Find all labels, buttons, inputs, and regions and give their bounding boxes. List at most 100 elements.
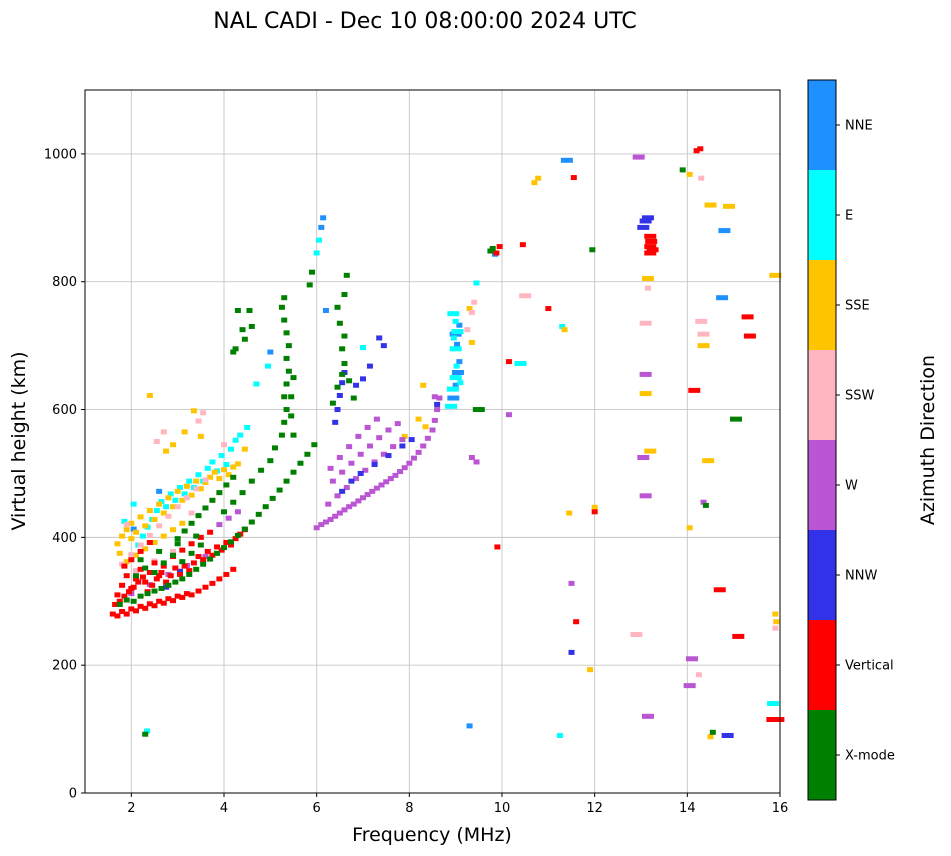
colorbar-border <box>807 79 837 801</box>
data-point-vertical <box>200 557 207 563</box>
data-point-sse <box>207 474 214 480</box>
data-point-x-mode <box>341 361 348 367</box>
x-tick-label: 4 <box>220 801 228 816</box>
data-point-vertical <box>128 585 135 591</box>
data-point-sse <box>415 416 422 422</box>
data-point-sse <box>170 527 177 533</box>
data-point-vertical <box>151 560 158 566</box>
data-point-x-mode <box>193 566 200 572</box>
data-point-x-mode <box>230 349 237 355</box>
data-point-w <box>322 519 329 525</box>
data-point-x-mode <box>267 458 274 464</box>
data-point-vertical <box>202 584 209 590</box>
data-point-vertical <box>218 547 225 553</box>
data-point-sse <box>193 478 200 484</box>
data-point-sse <box>137 514 144 520</box>
data-point-vertical <box>227 542 234 548</box>
data-point-sse <box>181 429 188 435</box>
data-point-x-mode <box>246 307 253 313</box>
data-point-sse <box>225 472 232 478</box>
data-point-vertical <box>146 570 153 576</box>
data-point-vertical <box>573 619 580 625</box>
data-point-w <box>639 493 652 499</box>
data-point-w <box>313 525 320 531</box>
data-point-vertical <box>119 608 126 614</box>
data-point-vertical <box>644 244 657 250</box>
colorbar-tick-label: W <box>845 479 858 494</box>
data-point-nne <box>318 224 325 230</box>
data-point-x-mode <box>311 442 318 448</box>
data-point-vertical <box>139 574 146 580</box>
data-point-nne <box>320 215 327 221</box>
data-point-w <box>355 433 362 439</box>
data-point-x-mode <box>248 478 255 484</box>
data-point-vertical <box>126 589 133 595</box>
data-point-vertical <box>644 233 657 239</box>
y-axis-label: Virtual height (km) <box>8 351 30 530</box>
data-point-sse <box>769 272 782 278</box>
data-point-x-mode <box>158 585 165 591</box>
data-point-vertical <box>112 601 119 607</box>
data-point-w <box>641 713 654 719</box>
data-point-sse <box>230 464 237 470</box>
data-point-sse <box>697 343 710 349</box>
data-point-ssw <box>160 429 167 435</box>
data-point-e <box>232 437 239 443</box>
x-tick-label: 14 <box>679 801 696 816</box>
data-point-e <box>452 318 459 324</box>
data-point-w <box>473 459 480 465</box>
data-point-vertical <box>160 600 167 606</box>
data-point-ssw <box>170 548 177 554</box>
data-point-sse <box>151 539 158 545</box>
data-point-w <box>360 495 366 501</box>
data-point-e <box>139 533 146 539</box>
axes-layer: 2 4 6 8 10 12 14 16 0 200 400 600 800 1000 <box>44 89 788 816</box>
data-point-vertical <box>176 571 183 577</box>
data-point-x-mode <box>193 533 200 539</box>
data-point-nne <box>452 382 459 388</box>
data-point-e <box>253 381 260 387</box>
data-point-x-mode <box>188 520 195 526</box>
data-point-x-mode <box>174 541 181 547</box>
data-point-nnw <box>380 343 387 349</box>
data-point-e <box>451 329 464 335</box>
data-point-sse <box>773 619 780 625</box>
data-point-x-mode <box>281 295 288 301</box>
data-point-x-mode <box>278 304 285 310</box>
data-point-vertical <box>123 611 130 617</box>
data-point-sse <box>160 533 167 539</box>
data-point-ssw <box>153 439 160 444</box>
data-point-e <box>360 345 366 351</box>
data-point-x-mode <box>179 559 186 565</box>
data-point-w <box>329 478 336 484</box>
data-point-ssw <box>519 293 532 299</box>
data-point-x-mode <box>350 395 357 401</box>
data-point-nnw <box>360 376 366 382</box>
data-point-x-mode <box>239 490 246 496</box>
data-point-vertical <box>545 306 552 312</box>
data-point-w <box>364 424 371 430</box>
data-point-sse <box>128 536 135 542</box>
data-point-sse <box>202 479 209 485</box>
data-point-x-mode <box>281 419 288 425</box>
data-point-e <box>144 728 151 734</box>
data-point-x-mode <box>209 497 216 503</box>
data-point-vertical <box>132 608 139 614</box>
data-point-e <box>445 403 458 409</box>
data-point-sse <box>422 424 429 430</box>
data-point-vertical <box>128 557 135 563</box>
data-point-e <box>767 701 780 707</box>
y-tick-label: 400 <box>52 531 77 546</box>
data-point-x-mode <box>156 548 163 554</box>
data-point-x-mode <box>137 593 144 599</box>
data-point-vertical <box>743 333 756 339</box>
data-point-w <box>637 454 650 460</box>
x-axis-label: Frequency (MHz) <box>352 824 512 846</box>
data-point-sse <box>119 533 126 539</box>
data-point-e <box>449 346 462 352</box>
data-point-w <box>424 435 431 441</box>
data-point-w <box>350 501 357 507</box>
data-point-e <box>514 361 527 367</box>
data-point-w <box>639 371 652 377</box>
data-point-w <box>376 435 383 441</box>
